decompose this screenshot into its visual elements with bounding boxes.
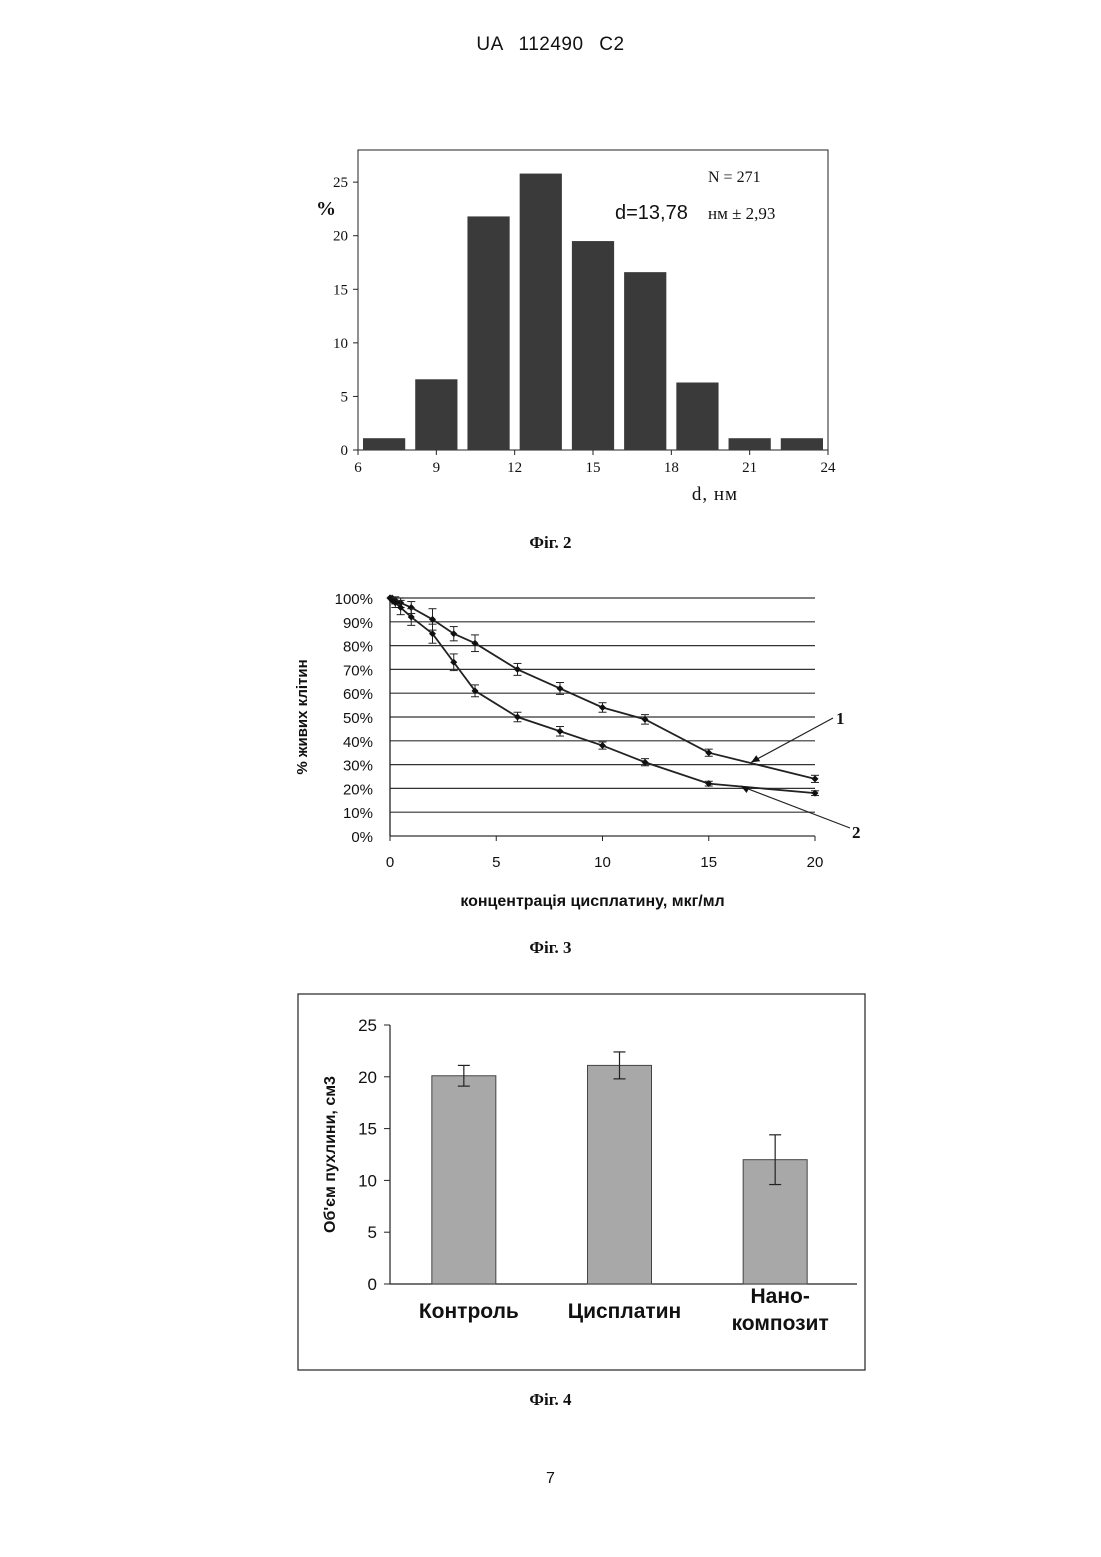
y-tick-label: 90% bbox=[343, 615, 373, 632]
x-axis-label: концентрація цисплатину, мкг/мл bbox=[460, 893, 724, 910]
y-tick-label: 25 bbox=[333, 175, 348, 191]
y-tick-label: 60% bbox=[343, 686, 373, 703]
y-tick-label: 0 bbox=[341, 443, 349, 459]
category-label-1: Цисплатин bbox=[568, 1300, 682, 1323]
y-tick-label: 10% bbox=[343, 805, 373, 822]
category-label-2: композит bbox=[732, 1312, 829, 1335]
page-number: 7 bbox=[0, 1470, 1101, 1488]
x-tick-label: 12 bbox=[507, 460, 522, 476]
series-1-label: 1 bbox=[836, 709, 845, 728]
category-label-0: Контроль bbox=[419, 1300, 519, 1323]
series-2-leader bbox=[741, 786, 850, 828]
document-header: UA 112490 C2 bbox=[0, 34, 1101, 56]
x-tick-label: 20 bbox=[807, 854, 824, 871]
x-tick-label: 0 bbox=[386, 854, 394, 871]
y-tick-label: 20 bbox=[333, 229, 348, 245]
y-tick-label: 30% bbox=[343, 758, 373, 775]
y-tick-label: 50% bbox=[343, 710, 373, 727]
figure-3-line-chart: 0% 10% 20% 30% 40% 50% 60% 70% 80% 90% 100% 0 5 10 15 2… bbox=[285, 580, 885, 920]
series-1-point bbox=[599, 704, 606, 711]
x-tick-label: 9 bbox=[433, 460, 441, 476]
y-tick-label: 10 bbox=[358, 1171, 377, 1190]
histogram-bar-3 bbox=[520, 174, 562, 450]
series-1-leader bbox=[751, 718, 833, 762]
y-axis-label: % живих клітин bbox=[294, 659, 311, 774]
bar-1 bbox=[588, 1065, 652, 1284]
y-tick-label: 20% bbox=[343, 781, 373, 798]
y-tick-label: 5 bbox=[368, 1223, 377, 1242]
annotation-d-unit: нм ± 2,93 bbox=[708, 204, 775, 223]
series-1-point bbox=[812, 775, 819, 782]
y-tick-label: 20 bbox=[358, 1068, 377, 1087]
histogram-bar-5 bbox=[624, 272, 666, 450]
x-tick-label: 10 bbox=[594, 854, 611, 871]
y-tick-label: 0% bbox=[351, 829, 373, 846]
category-label-2: Нано- bbox=[750, 1285, 809, 1308]
figure-4-bar-chart: 0 5 10 15 20 25 Контроль Цисплатин Нано-композит… bbox=[297, 993, 867, 1373]
histogram-bar-0 bbox=[363, 438, 405, 450]
x-tick-label: 21 bbox=[742, 460, 757, 476]
series-2-point bbox=[557, 728, 564, 735]
x-tick-label: 15 bbox=[586, 460, 601, 476]
histogram-bar-7 bbox=[729, 438, 771, 450]
y-tick-label: 0 bbox=[368, 1275, 377, 1294]
histogram-bar-8 bbox=[781, 438, 823, 450]
y-axis-label: Об'єм пухлини, см3 bbox=[322, 1076, 339, 1233]
y-tick-label: 25 bbox=[358, 1016, 377, 1035]
x-tick-label: 6 bbox=[354, 460, 362, 476]
series-1-point bbox=[557, 685, 564, 692]
series-2-point bbox=[599, 742, 606, 749]
annotation-d-value: d=13,78 bbox=[615, 202, 688, 224]
histogram-bar-6 bbox=[676, 383, 718, 451]
figure-3-caption: Фіг. 3 bbox=[0, 938, 1101, 958]
series-1-point bbox=[705, 749, 712, 756]
series-2-label: 2 bbox=[852, 823, 861, 842]
y-axis-label: % bbox=[316, 198, 336, 220]
y-tick-label: 15 bbox=[358, 1120, 377, 1139]
figure-2-caption: Фіг. 2 bbox=[0, 533, 1101, 553]
x-axis-label: d, нм bbox=[692, 484, 738, 505]
bar-0 bbox=[432, 1076, 496, 1284]
y-tick-label: 10 bbox=[333, 336, 348, 352]
x-tick-label: 24 bbox=[821, 460, 837, 476]
y-tick-label: 80% bbox=[343, 639, 373, 656]
histogram-bar-4 bbox=[572, 241, 614, 450]
series-2-arrowhead bbox=[741, 786, 750, 793]
histogram-bar-1 bbox=[415, 379, 457, 450]
annotation-n: N = 271 bbox=[708, 169, 761, 186]
y-tick-label: 15 bbox=[333, 282, 348, 298]
y-tick-label: 70% bbox=[343, 662, 373, 679]
series-1-line bbox=[390, 598, 815, 779]
y-tick-label: 5 bbox=[341, 389, 349, 405]
x-tick-label: 18 bbox=[664, 460, 679, 476]
x-tick-label: 5 bbox=[492, 854, 500, 871]
y-tick-label: 100% bbox=[335, 591, 373, 608]
figure-4-caption: Фіг. 4 bbox=[0, 1390, 1101, 1410]
histogram-bar-2 bbox=[467, 216, 509, 450]
figure-2-histogram: 0 5 10 15 20 25 6 9 12 15 18 21 24% d, нм N = 271 d=13,… bbox=[300, 140, 860, 515]
y-tick-label: 40% bbox=[343, 734, 373, 751]
x-tick-label: 15 bbox=[700, 854, 717, 871]
